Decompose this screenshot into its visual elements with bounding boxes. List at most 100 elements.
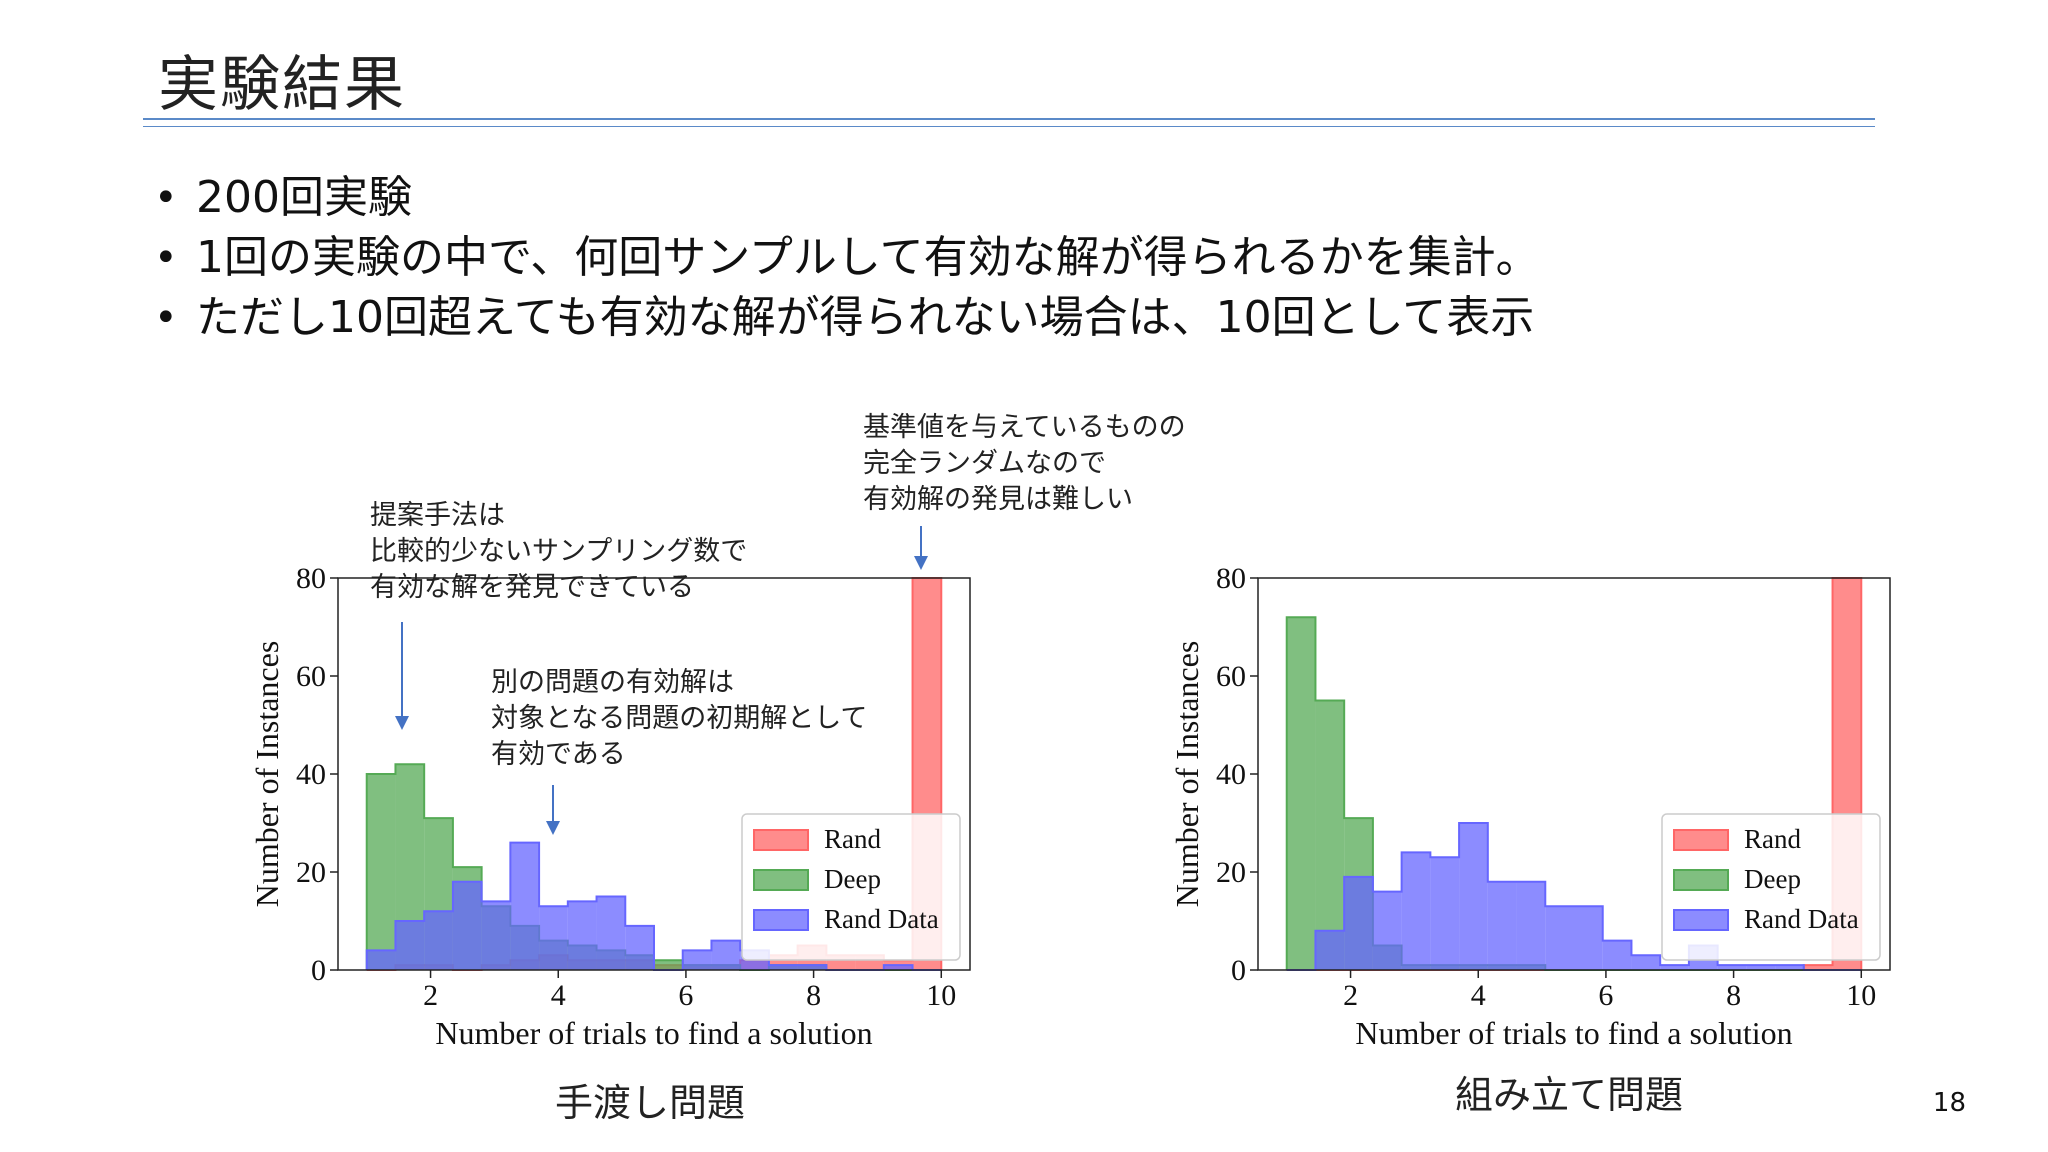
x-tick-label: 4	[1471, 979, 1486, 1012]
y-tick-label: 0	[1231, 954, 1246, 987]
y-tick-label: 80	[1216, 562, 1246, 595]
histogram-bar	[711, 940, 741, 970]
chart-assembly: 0 20 40 60 80 2 4 6 8 10 Number of trials to find …	[1169, 560, 1935, 1060]
arrow-down-icon	[914, 526, 928, 570]
histogram-bar	[1430, 857, 1460, 970]
histogram-bar	[1516, 881, 1546, 970]
bullet-item: 1回の実験の中で、何回サンプルして有効な解が得られるかを集計。	[150, 228, 1540, 288]
histogram-bar	[567, 901, 597, 970]
page-number: 18	[1932, 1088, 1966, 1118]
legend-label: Rand Data	[824, 904, 939, 934]
annotation-line: 比較的少ないサンプリング数で	[370, 536, 748, 567]
legend-swatch	[1673, 829, 1729, 851]
chart-handover: 0 20 40 60 80 2 4 6 8 10 Number of trials to find …	[249, 560, 1015, 1060]
x-axis-label: Number of trials to find a solution	[1355, 1015, 1792, 1051]
chart-caption: 組み立て問題	[1455, 1073, 1684, 1117]
histogram-bar	[1775, 965, 1804, 970]
histogram-bar	[625, 925, 654, 970]
histogram-bar	[481, 901, 511, 970]
histogram-bar	[1545, 906, 1574, 970]
legend: Rand Deep Rand Data	[741, 813, 961, 961]
histogram-bar	[883, 965, 913, 970]
histogram-bar	[1401, 852, 1431, 970]
x-axis-label: Number of trials to find a solution	[435, 1015, 872, 1051]
histogram-bar	[1459, 823, 1488, 970]
chart-caption: 手渡し問題	[555, 1081, 746, 1125]
x-tick-label: 10	[926, 979, 956, 1012]
histogram-bar	[768, 965, 798, 970]
series-rand-data	[365, 841, 942, 971]
x-tick-label: 8	[806, 979, 821, 1012]
histogram-bar	[1315, 700, 1345, 970]
histogram-bar	[654, 960, 683, 970]
annotation-proposed: 提案手法は 比較的少ないサンプリング数で 有効な解を発見できている	[370, 498, 747, 606]
histogram-bar	[510, 842, 540, 970]
legend: Rand Deep Rand Data	[1661, 813, 1881, 961]
annotation-line: 有効な解を発見できている	[370, 572, 694, 603]
annotation-line: 別の問題の有効解は	[491, 667, 734, 698]
histogram-bar	[1487, 881, 1517, 970]
y-tick-label: 80	[296, 562, 326, 595]
legend-swatch	[753, 909, 809, 931]
plot-area	[1285, 577, 1863, 971]
bullet-list: 200回実験 1回の実験の中で、何回サンプルして有効な解が得られるかを集計。 た…	[150, 168, 1540, 348]
x-tick-label: 8	[1726, 979, 1741, 1012]
histogram-bar	[1631, 955, 1661, 970]
histogram-bar	[1344, 876, 1373, 970]
x-tick-label: 4	[551, 979, 566, 1012]
histogram-handover: 0 20 40 60 80 2 4 6 8 10 Number of trials to find …	[249, 562, 971, 1051]
histogram-bar	[1803, 965, 1833, 970]
histogram-outline	[365, 841, 942, 971]
histogram-assembly: 0 20 40 60 80 2 4 6 8 10 Number of trials to find …	[1169, 562, 1891, 1051]
histogram-bar	[366, 774, 396, 970]
y-tick-label: 60	[296, 660, 326, 693]
annotation-baseline: 基準値を与えているものの 完全ランダムなので 有効解の発見は難しい	[863, 410, 1186, 518]
legend-label: Rand	[1744, 824, 1801, 854]
legend-swatch	[1673, 869, 1729, 891]
legend-label: Rand	[824, 824, 881, 854]
x-tick-label: 10	[1846, 979, 1876, 1012]
bullet-item: 200回実験	[150, 168, 1540, 228]
arrow-down-icon	[546, 785, 560, 835]
histogram-bar	[539, 906, 568, 970]
legend-swatch	[1673, 909, 1729, 931]
legend-label: Deep	[824, 864, 881, 894]
histogram-bar	[1315, 930, 1345, 970]
histogram-bar	[424, 911, 453, 970]
x-tick-label: 2	[423, 979, 438, 1012]
y-tick-label: 0	[311, 954, 326, 987]
legend-label: Deep	[1744, 864, 1801, 894]
annotation-line: 対象となる問題の初期解として	[491, 703, 868, 734]
annotation-line: 完全ランダムなので	[863, 448, 1106, 479]
histogram-bar	[1286, 617, 1316, 970]
bullet-item: ただし10回超えても有効な解が得られない場合は、10回として表示	[150, 288, 1540, 348]
histogram-bar	[1574, 906, 1603, 970]
title-divider	[143, 118, 1875, 127]
annotation-line: 基準値を与えているものの	[863, 412, 1186, 443]
histogram-bar	[682, 950, 712, 970]
y-axis-label: Number of Instances	[1169, 641, 1205, 908]
histogram-bar	[1746, 965, 1776, 970]
x-tick-label: 2	[1343, 979, 1358, 1012]
y-tick-label: 20	[1216, 856, 1246, 889]
y-tick-label: 60	[1216, 660, 1246, 693]
x-tick-label: 6	[1598, 979, 1613, 1012]
histogram-bar	[1717, 965, 1747, 970]
histogram-bar	[1602, 940, 1632, 970]
x-tick-label: 6	[678, 979, 693, 1012]
y-axis-label: Number of Instances	[249, 641, 285, 908]
histogram-bar	[596, 896, 626, 970]
arrow-down-icon	[395, 622, 409, 730]
y-tick-label: 40	[1216, 758, 1246, 791]
slide-title: 実験結果	[158, 50, 406, 120]
y-tick-label: 40	[296, 758, 326, 791]
legend-swatch	[753, 829, 809, 851]
histogram-bar	[1372, 891, 1402, 970]
histogram-bar	[366, 950, 396, 970]
histogram-bar	[395, 921, 425, 970]
annotation-other-problem: 別の問題の有効解は 対象となる問題の初期解として 有効である	[491, 665, 867, 773]
annotation-line: 有効解の発見は難しい	[863, 484, 1133, 515]
histogram-bar	[1660, 965, 1689, 970]
legend-swatch	[753, 869, 809, 891]
histogram-bar	[797, 965, 827, 970]
